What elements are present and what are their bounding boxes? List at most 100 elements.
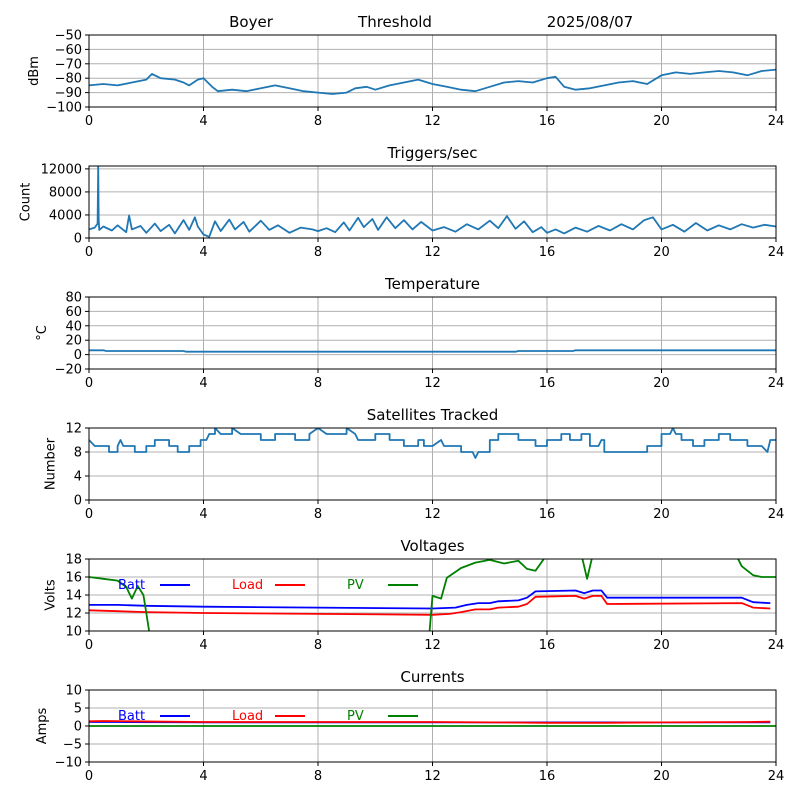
xtick-label-satellites-3: 12 [424, 507, 441, 522]
ytick-label-signal-2: −80 [55, 72, 82, 87]
panel-voltages: 0 4 8 12 16 20 24 10 12 14 16 18 Voltages Volts Batt Lo… [43, 537, 784, 653]
ytick-label-triggers-2: 8000 [49, 185, 82, 200]
series-line-voltages-pv [89, 559, 776, 631]
series-line-temperature-0 [89, 349, 776, 353]
chart-title-temperature: Temperature [384, 275, 480, 293]
xtick-label-signal-6: 24 [768, 114, 785, 129]
legend-label-voltages-load: Load [232, 578, 263, 593]
legend-label-voltages-pv: PV [347, 578, 364, 593]
header-date: 2025/08/07 [547, 13, 633, 31]
xtick-label-currents-2: 8 [314, 769, 322, 784]
xtick-label-currents-3: 12 [424, 769, 441, 784]
ytick-label-voltages-3: 16 [65, 571, 82, 586]
ytick-label-temperature-0: −20 [55, 363, 82, 378]
xtick-label-currents-0: 0 [85, 769, 93, 784]
xtick-label-currents-4: 16 [539, 769, 556, 784]
panel-satellites: 0 4 8 12 16 20 24 0 4 8 12 Satellites Tracked Number [43, 406, 784, 522]
ytick-label-triggers-3: 12000 [41, 162, 82, 177]
legend-label-voltages-batt: Batt [118, 578, 145, 593]
y-axis-label-temperature: °C [35, 325, 50, 341]
ytick-label-voltages-2: 14 [65, 589, 82, 604]
xtick-label-satellites-2: 8 [314, 507, 322, 522]
ytick-label-signal-1: −90 [55, 86, 82, 101]
ytick-label-triggers-1: 4000 [49, 208, 82, 223]
panel-signal: 0 4 8 12 16 20 24 −100−90−80−70−60−50 dBm [27, 29, 784, 130]
xtick-label-temperature-1: 4 [199, 376, 207, 391]
xtick-label-signal-4: 16 [539, 114, 556, 129]
header-station: Boyer [229, 13, 274, 31]
xtick-label-temperature-4: 16 [539, 376, 556, 391]
ytick-label-voltages-4: 18 [65, 553, 82, 568]
ytick-label-signal-4: −60 [55, 43, 82, 58]
xtick-label-triggers-0: 0 [85, 245, 93, 260]
y-axis-label-satellites: Number [43, 437, 58, 490]
xtick-label-voltages-1: 4 [199, 638, 207, 653]
xtick-label-satellites-1: 4 [199, 507, 207, 522]
ytick-label-currents-3: 5 [74, 702, 82, 717]
y-axis-label-triggers: Count [19, 183, 34, 222]
ytick-label-voltages-1: 12 [65, 607, 82, 622]
chart-title-satellites: Satellites Tracked [367, 406, 498, 424]
xtick-label-satellites-4: 16 [539, 507, 556, 522]
ytick-label-satellites-1: 4 [74, 470, 82, 485]
xtick-label-triggers-2: 8 [314, 245, 322, 260]
ytick-label-signal-5: −50 [55, 29, 82, 44]
panel-currents: 0 4 8 12 16 20 24 −10 −5 0 5 10 Currents Amps Batt Load… [35, 668, 784, 784]
xtick-label-voltages-4: 16 [539, 638, 556, 653]
y-axis-label-currents: Amps [35, 707, 50, 744]
xtick-label-temperature-2: 8 [314, 376, 322, 391]
xtick-label-triggers-1: 4 [199, 245, 207, 260]
xtick-label-triggers-4: 16 [539, 245, 556, 260]
chart-title-voltages: Voltages [400, 537, 464, 555]
legend-label-currents-batt: Batt [118, 709, 145, 724]
xtick-label-signal-2: 8 [314, 114, 322, 129]
chart-title-currents: Currents [400, 668, 464, 686]
xtick-label-voltages-6: 24 [768, 638, 785, 653]
xtick-label-temperature-5: 20 [653, 376, 670, 391]
legend-label-currents-load: Load [232, 709, 263, 724]
xtick-label-temperature-0: 0 [85, 376, 93, 391]
ytick-label-satellites-3: 12 [65, 422, 82, 437]
ytick-label-signal-0: −100 [46, 101, 82, 116]
xtick-label-signal-3: 12 [424, 114, 441, 129]
ytick-label-temperature-3: 40 [65, 319, 82, 334]
series-line-triggers-0 [89, 166, 776, 238]
xtick-label-currents-1: 4 [199, 769, 207, 784]
ytick-label-temperature-4: 60 [65, 305, 82, 320]
xtick-label-signal-0: 0 [85, 114, 93, 129]
ytick-label-satellites-2: 8 [74, 446, 82, 461]
xtick-label-satellites-5: 20 [653, 507, 670, 522]
xtick-label-satellites-0: 0 [85, 507, 93, 522]
series-line-voltages-batt [89, 589, 771, 610]
header-mode: Threshold [357, 13, 432, 31]
xtick-label-triggers-5: 20 [653, 245, 670, 260]
xtick-label-triggers-6: 24 [768, 245, 785, 260]
y-axis-label-voltages: Volts [43, 579, 58, 611]
series-line-satellites-0 [89, 428, 776, 459]
chart-title-triggers: Triggers/sec [387, 144, 478, 162]
ytick-label-satellites-0: 0 [74, 494, 82, 509]
xtick-label-signal-1: 4 [199, 114, 207, 129]
xtick-label-triggers-3: 12 [424, 245, 441, 260]
xtick-label-voltages-0: 0 [85, 638, 93, 653]
ytick-label-temperature-1: 0 [74, 348, 82, 363]
xtick-label-voltages-2: 8 [314, 638, 322, 653]
y-axis-label-signal: dBm [27, 56, 42, 86]
ytick-label-signal-3: −70 [55, 57, 82, 72]
xtick-label-signal-5: 20 [653, 114, 670, 129]
ytick-label-currents-4: 10 [65, 684, 82, 699]
xtick-label-satellites-6: 24 [768, 507, 785, 522]
panel-triggers: 0 4 8 12 16 20 24 0 4000 8000 12000 Triggers/sec Cou… [19, 144, 785, 260]
series-line-currents-load [89, 720, 771, 724]
xtick-label-voltages-3: 12 [424, 638, 441, 653]
xtick-label-currents-5: 20 [653, 769, 670, 784]
ytick-label-temperature-2: 20 [65, 334, 82, 349]
xtick-label-temperature-3: 12 [424, 376, 441, 391]
ytick-label-currents-0: −10 [55, 756, 82, 771]
ytick-label-temperature-5: 80 [65, 291, 82, 306]
ytick-label-currents-2: 0 [74, 720, 82, 735]
ytick-label-triggers-0: 0 [74, 232, 82, 247]
